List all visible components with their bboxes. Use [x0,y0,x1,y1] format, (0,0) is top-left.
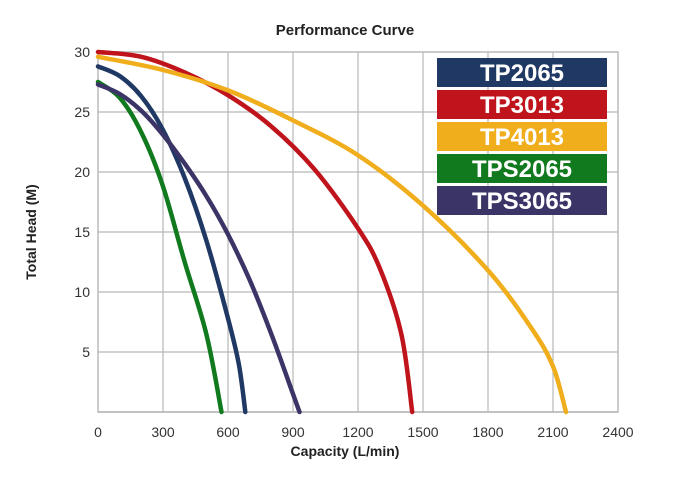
x-tick-label: 300 [151,424,175,440]
legend-item-tp2065: TP2065 [437,58,607,87]
y-axis-label: Total Head (M) [23,184,39,279]
legend: TP2065 TP3013 TP4013 TPS2065 TPS3065 [437,58,607,215]
chart-title: Performance Curve [276,22,414,39]
legend-swatch [437,90,607,119]
legend-swatch [437,186,607,215]
legend-item-tp3013: TP3013 [437,90,607,119]
tick-labels: 0 300 600 900 1200 1500 1800 2100 2400 5 10 15 20 25 3… [74,44,633,440]
legend-swatch [437,154,607,183]
y-tick-label: 20 [74,164,90,180]
series-curves [95,49,569,415]
x-axis-label: Capacity (L/min) [291,443,400,459]
legend-label: TP3013 [480,92,564,119]
x-tick-label: 1200 [342,424,373,440]
legend-swatch [437,122,607,151]
legend-swatch [437,58,607,87]
legend-label: TPS3065 [472,188,572,215]
x-tick-label: 2400 [602,424,633,440]
series-line-tps2065 [95,79,224,415]
x-tick-label: 2100 [537,424,568,440]
series-line-tps3065 [95,82,302,415]
y-tick-label: 25 [74,104,90,120]
series-line-tp4013 [95,54,569,415]
y-tick-label: 30 [74,44,90,60]
legend-label: TP4013 [480,124,564,151]
legend-item-tps2065: TPS2065 [437,154,607,183]
y-tick-label: 10 [74,284,90,300]
y-tick-label: 5 [82,344,90,360]
x-tick-label: 1500 [407,424,438,440]
series-line-tp3013 [95,49,415,415]
x-tick-label: 900 [281,424,305,440]
x-tick-label: 1800 [472,424,503,440]
legend-item-tps3065: TPS3065 [437,186,607,215]
legend-label: TPS2065 [472,156,572,183]
legend-item-tp4013: TP4013 [437,122,607,151]
series-line-tp2065 [95,64,248,415]
legend-label: TP2065 [480,60,564,87]
x-tick-label: 600 [216,424,240,440]
x-tick-label: 0 [94,424,102,440]
y-tick-label: 15 [74,224,90,240]
